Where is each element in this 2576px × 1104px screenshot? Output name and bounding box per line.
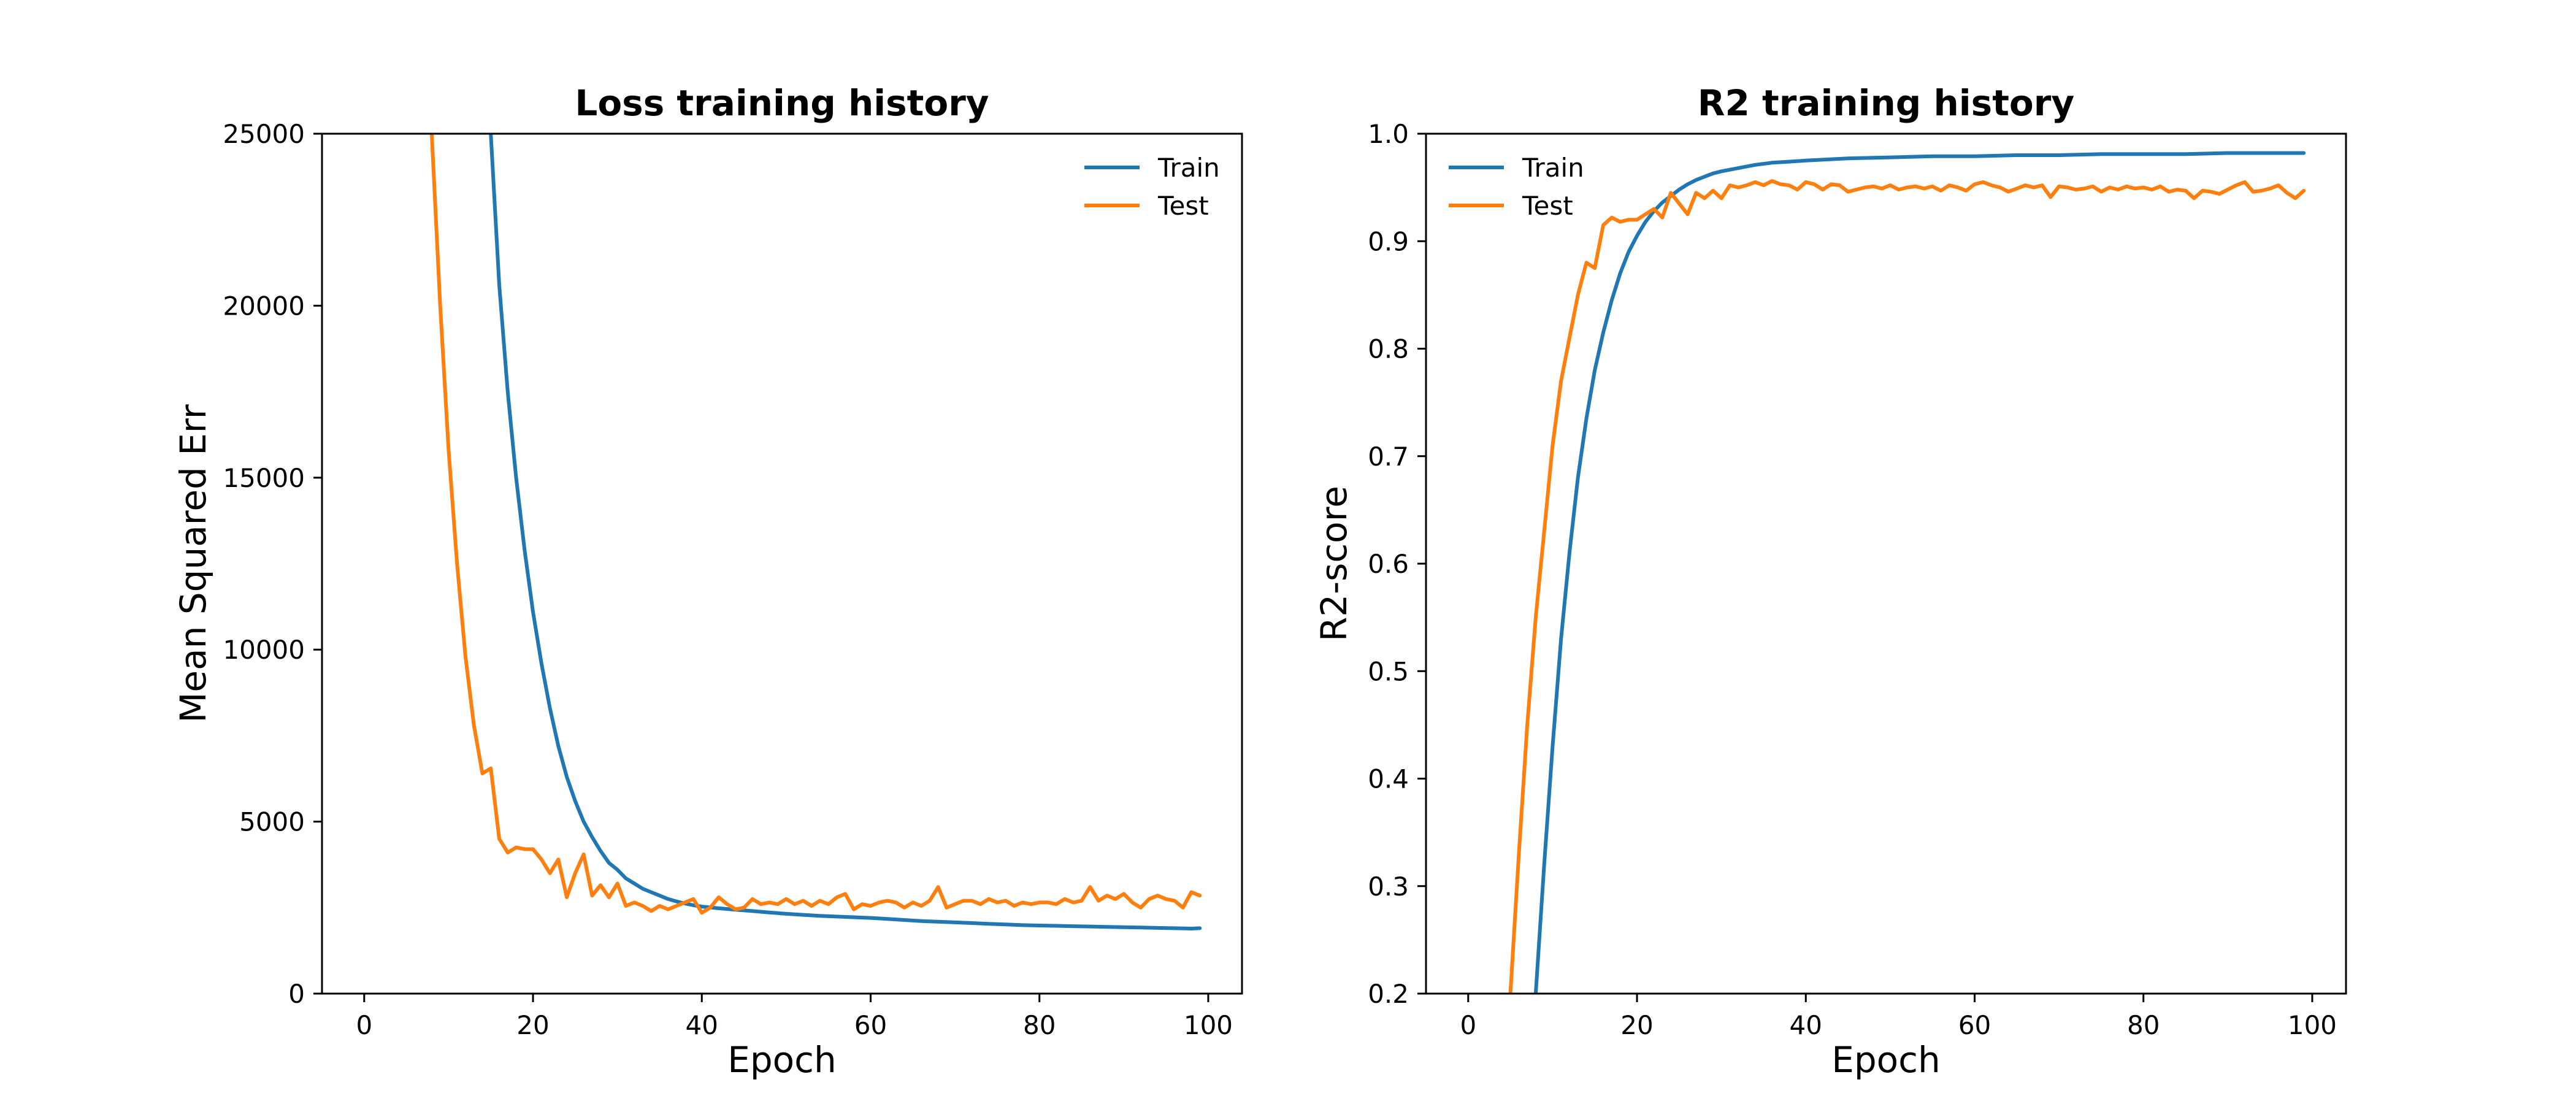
r2-x-tick-label: 20 — [1620, 1010, 1653, 1040]
loss-series-train-line — [489, 134, 1202, 930]
loss-x-tick-label: 0 — [356, 1010, 372, 1040]
loss-series-test-line — [429, 134, 1202, 915]
loss-y-axis-label: Mean Squared Err — [172, 404, 214, 723]
loss-x-tick-label: 40 — [686, 1010, 718, 1040]
loss-legend-train-label: Train — [1157, 153, 1220, 183]
r2-y-tick-label: 0.6 — [1368, 549, 1409, 579]
r2-plot-lines — [1508, 151, 2306, 994]
loss-y-tick-label: 25000 — [223, 119, 305, 149]
loss-y-tick-label: 5000 — [239, 807, 305, 837]
r2-chart-title: R2 training history — [1698, 82, 2074, 124]
r2-x-tick-label: 80 — [2127, 1010, 2160, 1040]
r2-x-axis-label: Epoch — [1831, 1039, 1941, 1081]
r2-y-tick-label: 0.5 — [1368, 656, 1409, 686]
r2-series-train-line — [1533, 151, 2306, 994]
r2-y-tick-label: 0.9 — [1368, 226, 1409, 256]
loss-x-axis-label: Epoch — [727, 1039, 837, 1081]
loss-x-tick-label: 80 — [1023, 1010, 1056, 1040]
loss-ticks: 0 20 40 60 80 100 0 5000 10000 15000 20000 25000 — [223, 119, 1233, 1040]
loss-y-tick-label: 0 — [288, 979, 305, 1009]
loss-chart-title: Loss training history — [575, 82, 989, 124]
loss-y-tick-label: 20000 — [223, 291, 305, 321]
r2-y-tick-label: 0.8 — [1368, 334, 1409, 364]
r2-legend-train-label: Train — [1522, 153, 1584, 183]
r2-y-tick-label: 0.7 — [1368, 442, 1409, 472]
loss-y-tick-label: 15000 — [223, 463, 305, 493]
r2-y-tick-label: 1.0 — [1368, 119, 1409, 149]
r2-legend: Train Test — [1449, 153, 1584, 221]
r2-y-axis-label: R2-score — [1313, 486, 1355, 642]
r2-axes-frame — [1425, 132, 2347, 995]
r2-x-tick-label: 40 — [1790, 1010, 1822, 1040]
loss-axes-frame — [321, 132, 1243, 995]
r2-x-tick-label: 60 — [1958, 1010, 1991, 1040]
loss-legend: Train Test — [1084, 153, 1220, 221]
r2-chart: 0 20 40 60 80 1000.20.30.40.50.60.70.80.91.0 … — [1313, 82, 2347, 1081]
r2-y-tick-label: 0.4 — [1368, 764, 1409, 794]
loss-plot-lines — [429, 134, 1202, 930]
r2-x-tick-label: 0 — [1460, 1010, 1476, 1040]
loss-x-tick-label: 60 — [854, 1010, 887, 1040]
r2-x-tick-label: 100 — [2288, 1010, 2337, 1040]
loss-chart: 0 20 40 60 80 100 0 5000 10000 15000 20000 25000 Lo… — [172, 82, 1243, 1081]
loss-y-tick-label: 10000 — [223, 635, 305, 665]
r2-y-tick-label: 0.3 — [1368, 872, 1409, 902]
loss-legend-test-label: Test — [1157, 191, 1209, 221]
r2-legend-test-label: Test — [1522, 191, 1573, 221]
r2-series-test-line — [1508, 179, 2306, 994]
loss-x-tick-label: 20 — [516, 1010, 549, 1040]
r2-y-tick-label: 0.2 — [1368, 979, 1409, 1009]
loss-x-tick-label: 100 — [1184, 1010, 1233, 1040]
r2-ticks: 0 20 40 60 80 100 0.2 0.3 0.4 0.5 0.6 0.7 0.8 0.9 1.0 — [1368, 119, 2337, 1040]
